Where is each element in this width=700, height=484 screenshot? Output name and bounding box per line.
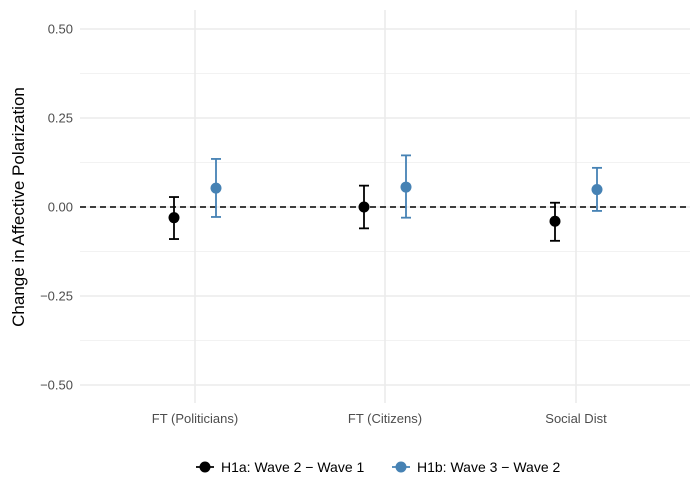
errorbar-2-3 <box>591 166 603 212</box>
point-estimate <box>358 201 370 213</box>
legend-item-1: H1a: Wave 2 − Wave 1 <box>196 459 365 475</box>
x-tick-label: FT (Citizens) <box>348 411 422 426</box>
legend-key-point <box>199 461 211 473</box>
x-tick-label: FT (Politicians) <box>152 411 238 426</box>
point-estimate <box>168 212 180 224</box>
legend-key-point <box>395 461 407 473</box>
y-tick-label: −0.25 <box>40 289 73 304</box>
y-tick-label: 0.50 <box>48 22 73 37</box>
errorbar-1-1 <box>168 196 180 240</box>
marks <box>168 154 603 242</box>
errorbar-1-2 <box>358 184 370 230</box>
y-axis-title: Change in Affective Polarization <box>9 87 28 327</box>
errorbar-2-2 <box>400 154 412 219</box>
point-estimate <box>591 184 603 196</box>
legend-label: H1a: Wave 2 − Wave 1 <box>221 459 365 475</box>
legend-label: H1b: Wave 3 − Wave 2 <box>417 459 561 475</box>
legend-item-2: H1b: Wave 3 − Wave 2 <box>392 459 561 475</box>
point-estimate <box>400 181 412 193</box>
y-tick-labels: −0.50 −0.25 0.00 0.25 0.50 <box>40 22 73 393</box>
errorbar-1-3 <box>549 201 561 242</box>
point-estimate <box>549 215 561 227</box>
point-estimate <box>210 182 222 194</box>
y-tick-label: −0.50 <box>40 378 73 393</box>
x-tick-label: Social Dist <box>545 411 607 426</box>
y-tick-label: 0.25 <box>48 111 73 126</box>
errorbar-2-1 <box>210 158 222 218</box>
legend: H1a: Wave 2 − Wave 1 H1b: Wave 3 − Wave 2 <box>196 459 561 475</box>
y-tick-label: 0.00 <box>48 200 73 215</box>
x-tick-labels: FT (Politicians) FT (Citizens) Social Dist <box>152 411 607 426</box>
